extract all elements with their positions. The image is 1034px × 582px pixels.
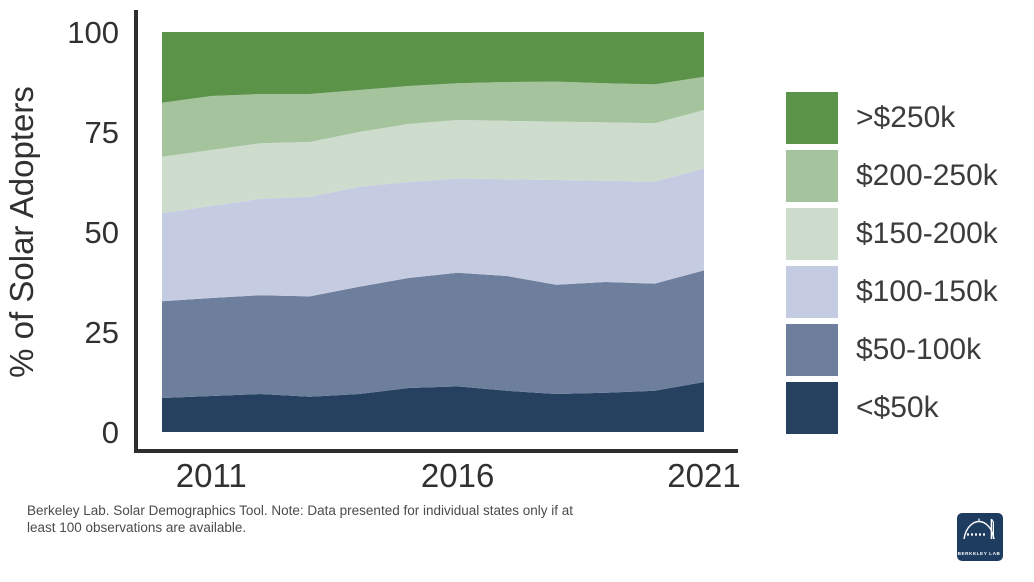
- y-tick-label: 75: [85, 115, 119, 150]
- footnote-line-2: least 100 observations are available.: [27, 520, 247, 535]
- legend-label: $50-100k: [856, 333, 982, 366]
- legend-item: $50-100k: [786, 324, 998, 376]
- stacked-area-chart: 0 25 50 75 100 2011 2016 2021 % of Solar Adopter…: [3, 10, 741, 494]
- y-tick-label: 0: [102, 415, 119, 450]
- y-tick-label: 100: [67, 15, 119, 50]
- legend-label: $150-200k: [856, 217, 998, 250]
- area-band-3: [162, 110, 704, 214]
- x-tick-label: 2016: [421, 457, 494, 494]
- legend-swatch: [786, 382, 838, 434]
- x-tick-label: 2011: [176, 457, 247, 494]
- legend-swatch: [786, 150, 838, 202]
- legend-swatch: [786, 266, 838, 318]
- area-band-0: [162, 382, 704, 432]
- legend-swatch: [786, 92, 838, 144]
- area-band-1: [162, 270, 704, 398]
- y-axis-title: % of Solar Adopters: [3, 86, 40, 378]
- chart-footnote: Berkeley Lab. Solar Demographics Tool. N…: [27, 502, 573, 536]
- y-tick-label: 50: [85, 215, 119, 250]
- dome-icon: [963, 518, 995, 540]
- berkeley-lab-logo: BERKELEY LAB: [957, 513, 1003, 561]
- y-tick-label: 25: [85, 315, 119, 350]
- area-band-5: [162, 32, 704, 103]
- x-tick-label: 2021: [667, 457, 740, 494]
- chart-legend: >$250k $200-250k $150-200k $100-150k $50-100…: [786, 92, 998, 434]
- legend-label: $200-250k: [856, 159, 998, 192]
- area-band-2: [162, 168, 704, 302]
- logo-text: BERKELEY LAB: [958, 551, 1001, 556]
- legend-label: >$250k: [856, 101, 956, 134]
- legend-item: $150-200k: [786, 208, 998, 260]
- legend-label: $100-150k: [856, 275, 998, 308]
- legend-swatch: [786, 324, 838, 376]
- legend-item: <$50k: [786, 382, 998, 434]
- legend-swatch: [786, 208, 838, 260]
- legend-label: <$50k: [856, 391, 939, 424]
- legend-item: $200-250k: [786, 150, 998, 202]
- legend-item: >$250k: [786, 92, 998, 144]
- footnote-line-1: Berkeley Lab. Solar Demographics Tool. N…: [27, 503, 574, 518]
- area-band-4: [162, 76, 704, 157]
- legend-item: $100-150k: [786, 266, 998, 318]
